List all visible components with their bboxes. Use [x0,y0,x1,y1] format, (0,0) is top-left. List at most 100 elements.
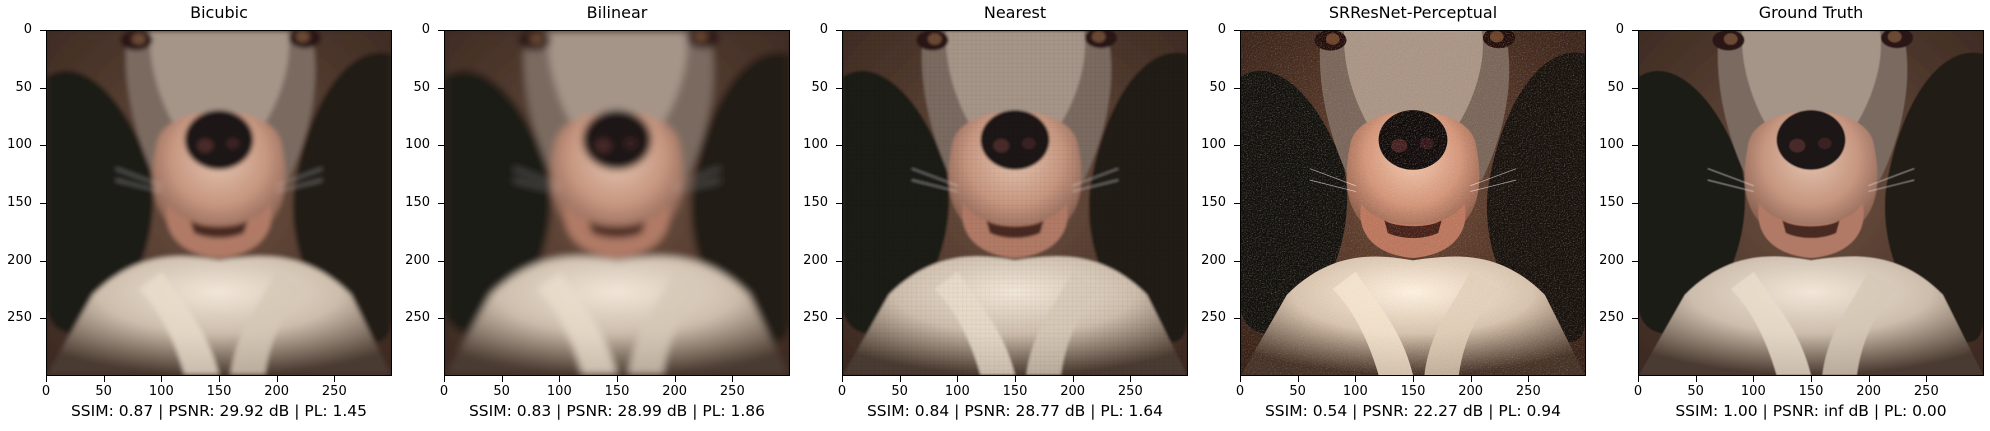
y-tick-label: 100 [7,137,32,153]
x-tick-mark [1811,376,1812,382]
y-tick-mark [40,318,46,320]
y-tick-mark [836,260,842,262]
y-tick-label: 150 [7,195,32,210]
y-tick-mark [1632,30,1638,31]
x-tick-mark [444,376,445,382]
panel-title: Bilinear [586,3,648,22]
y-tick-label: 0 [23,22,32,37]
y-tick-mark [836,318,842,320]
y-tick-mark [836,87,842,89]
y-tick-mark [1632,203,1638,204]
y-tick-label: 250 [803,310,828,326]
x-tick-mark [617,376,618,382]
x-tick-label: 100 [944,384,970,399]
x-tick-label: 200 [1856,384,1882,399]
y-tick-label: 250 [1201,310,1226,326]
y-tick-label: 100 [1201,137,1226,153]
y-tick-label: 200 [405,252,430,268]
y-tick-label: 50 [1209,79,1226,95]
x-tick-label: 0 [837,384,847,399]
y-tick-label: 100 [803,137,828,153]
x-tick-mark [334,376,336,382]
x-tick-mark [46,376,47,382]
x-tick-mark [1355,376,1357,382]
y-tick-mark [438,318,444,320]
x-tick-label: 200 [662,384,688,399]
x-tick-mark [1695,376,1697,382]
x-tick-label: 200 [1060,384,1086,399]
x-tick-label: 200 [1458,384,1484,399]
y-tick-label: 50 [15,79,32,95]
x-tick-mark [559,376,561,382]
x-tick-mark [1240,376,1241,382]
y-tick-label: 200 [1201,252,1226,268]
x-tick-mark [1015,376,1016,382]
y-tick-mark [1234,30,1240,31]
x-tick-label: 250 [1913,384,1939,399]
x-tick-mark [1926,376,1928,382]
metrics-caption: SSIM: 0.54 | PSNR: 22.27 dB | PL: 0.94 [1264,402,1562,420]
x-tick-label: 100 [1740,384,1766,399]
dog-image [444,30,790,376]
y-tick-mark [1632,145,1638,147]
panel-title: Bicubic [190,3,248,22]
x-tick-mark [161,376,163,382]
x-tick-mark [1297,376,1299,382]
metrics-caption: SSIM: 0.83 | PSNR: 28.99 dB | PL: 1.86 [468,402,766,420]
y-tick-label: 250 [405,310,430,326]
x-tick-label: 0 [1633,384,1643,399]
x-tick-label: 150 [1798,384,1824,399]
metrics-caption: SSIM: 1.00 | PSNR: inf dB | PL: 0.00 [1675,402,1947,420]
x-tick-label: 250 [1515,384,1541,399]
x-tick-mark [899,376,901,382]
y-tick-mark [836,145,842,147]
metrics-caption: SSIM: 0.84 | PSNR: 28.77 dB | PL: 1.64 [866,402,1164,420]
y-tick-label: 0 [421,22,430,37]
image-panel: SRResNet-Perceptual [1194,0,1592,431]
x-tick-mark [1470,376,1472,382]
dog-image [842,30,1188,376]
x-tick-mark [1528,376,1530,382]
y-tick-label: 0 [1615,22,1624,37]
x-tick-label: 0 [1235,384,1245,399]
y-tick-mark [1234,145,1240,147]
x-tick-mark [276,376,278,382]
x-tick-mark [732,376,734,382]
y-tick-mark [438,87,444,89]
x-tick-mark [501,376,503,382]
y-tick-mark [438,30,444,31]
x-tick-label: 150 [206,384,232,399]
x-tick-label: 100 [1342,384,1368,399]
panel-title: Nearest [983,3,1047,22]
x-tick-label: 100 [546,384,572,399]
y-tick-mark [1234,318,1240,320]
y-tick-label: 150 [405,195,430,210]
y-tick-mark [40,87,46,89]
y-tick-mark [40,260,46,262]
y-tick-mark [1234,87,1240,89]
y-tick-label: 200 [1599,252,1624,268]
x-tick-label: 150 [604,384,630,399]
y-tick-mark [40,145,46,147]
metrics-caption: SSIM: 0.87 | PSNR: 29.92 dB | PL: 1.45 [70,402,368,420]
x-tick-label: 200 [264,384,290,399]
y-tick-mark [40,203,46,204]
x-tick-mark [1638,376,1639,382]
x-tick-label: 0 [41,384,51,399]
x-tick-mark [1753,376,1755,382]
x-tick-mark [842,376,843,382]
y-tick-label: 150 [1599,195,1624,210]
y-tick-mark [438,203,444,204]
y-tick-mark [836,30,842,31]
y-tick-label: 200 [803,252,828,268]
x-tick-mark [1072,376,1074,382]
panel-title: Ground Truth [1758,3,1864,22]
y-tick-label: 250 [1599,310,1624,326]
y-tick-mark [1632,87,1638,89]
y-tick-label: 0 [819,22,828,37]
image-panel: Bicubic [0,0,398,431]
x-tick-mark [1130,376,1132,382]
image-panel: Bilinear [398,0,796,431]
y-tick-mark [1632,318,1638,320]
x-tick-label: 50 [95,384,112,399]
